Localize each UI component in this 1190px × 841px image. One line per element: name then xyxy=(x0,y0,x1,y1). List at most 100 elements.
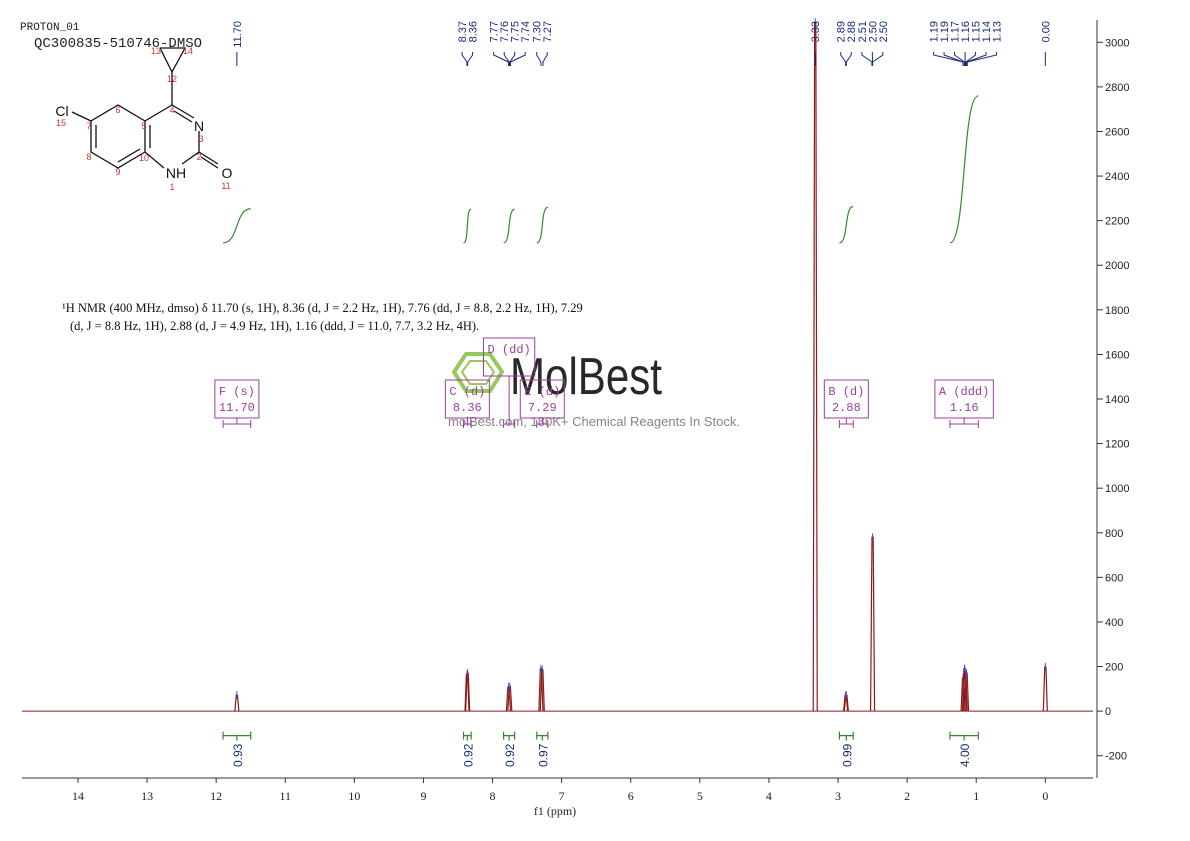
peak-label-connector xyxy=(542,52,548,66)
integral-label: 0.99 xyxy=(840,743,854,767)
y-tick-label: 1200 xyxy=(1105,439,1129,451)
integral-range xyxy=(838,731,854,741)
x-tick-label: 13 xyxy=(141,789,153,803)
y-tick-label: 0 xyxy=(1105,706,1111,718)
peak-label: 1.19 xyxy=(939,21,951,42)
peak-label: 2.50 xyxy=(878,21,890,42)
atom-label: N xyxy=(194,118,204,134)
y-tick-label: 2000 xyxy=(1105,260,1129,272)
peak-label-connector xyxy=(461,52,468,66)
logo-hexagon xyxy=(460,360,496,385)
y-tick-label: 2800 xyxy=(1105,82,1129,94)
multiplet-box: C (d) 8.36 xyxy=(444,379,490,428)
bond xyxy=(71,111,92,122)
peak-label-connector xyxy=(933,52,964,66)
x-axis-title: f1 (ppm) xyxy=(534,804,576,818)
sample-name: QC300835-510746-DMSO xyxy=(34,36,202,52)
multiplet-range xyxy=(222,420,252,428)
atom-number: 11 xyxy=(221,181,230,191)
multiplet-box: B (d) 2.88 xyxy=(823,379,869,428)
multiplet-name: E (d) xyxy=(524,385,560,399)
multiplet-shift: 1.16 xyxy=(950,401,979,415)
multiplet-name: D (dd) xyxy=(488,343,531,357)
peak-label: 8.36 xyxy=(468,21,480,42)
peak-label: 3.33 xyxy=(810,21,822,42)
integral-label: 4.00 xyxy=(958,743,972,767)
integral-range xyxy=(462,731,472,741)
peak-label: 1.15 xyxy=(971,21,983,42)
peak-label-connector xyxy=(861,52,873,66)
peak xyxy=(812,21,818,712)
x-tick-label: 5 xyxy=(697,789,703,803)
integral-curve xyxy=(503,208,515,244)
bond xyxy=(144,104,173,169)
peak-label-connector xyxy=(493,52,509,66)
multiplet-name: C (d) xyxy=(449,385,485,399)
integral-label: 0.93 xyxy=(231,743,245,767)
y-tick-label: 400 xyxy=(1105,617,1123,629)
multiplet-shift: 2.88 xyxy=(832,401,861,415)
atom-number: 15 xyxy=(56,118,66,128)
peak-label: 7.75 xyxy=(510,21,522,42)
peak-label-connector xyxy=(503,52,510,66)
peak-label-connector xyxy=(965,52,977,66)
bond xyxy=(200,156,219,169)
x-tick-label: 11 xyxy=(279,789,291,803)
x-tick-label: 14 xyxy=(72,789,84,803)
x-tick-label: 1 xyxy=(973,789,979,803)
bond xyxy=(171,104,195,119)
peak-label: 1.17 xyxy=(950,21,962,42)
integral-curve xyxy=(462,208,472,244)
y-tick-label: 3000 xyxy=(1105,37,1129,49)
bond xyxy=(90,104,146,169)
x-tick-label: 7 xyxy=(559,789,565,803)
multiplet-shift: 7.29 xyxy=(528,401,557,415)
watermark-tagline: molBest.com, 180K+ Chemical Reagents In … xyxy=(448,414,740,429)
y-tick-label: 1000 xyxy=(1105,483,1129,495)
integral-curve xyxy=(949,95,979,244)
peak-label-connector xyxy=(536,52,542,66)
integral-curve xyxy=(222,208,251,244)
x-tick-label: 9 xyxy=(420,789,426,803)
atom-number: 14 xyxy=(183,46,193,56)
watermark: MolBest molBest.com, 180K+ Chemical Reag… xyxy=(448,348,740,429)
y-tick-label: -200 xyxy=(1105,751,1127,763)
y-tick-label: 200 xyxy=(1105,662,1123,674)
peak-label: 2.88 xyxy=(846,21,858,42)
peak-label-connector xyxy=(954,52,965,66)
peak-label: 8.37 xyxy=(457,21,469,42)
bond xyxy=(117,148,141,163)
peak-label: 2.51 xyxy=(857,21,869,42)
atom-label: Cl xyxy=(55,103,68,119)
multiplet-range xyxy=(503,420,516,428)
multiplet-range xyxy=(949,420,979,428)
nmr-description: ¹H NMR (400 MHz, dmso) δ 11.70 (s, 1H), … xyxy=(62,301,583,315)
peak-label: 7.27 xyxy=(542,21,554,42)
atom-label: O xyxy=(222,165,233,181)
multiplet-shift: 11.70 xyxy=(219,401,255,415)
y-tick-label: 1600 xyxy=(1105,349,1129,361)
peak-label-connector xyxy=(840,52,847,66)
atom-number: 12 xyxy=(167,74,177,84)
multiplet-box: F (s) 11.70 xyxy=(214,379,260,428)
multiplet-box: A (ddd) 1.16 xyxy=(934,379,994,428)
atom-number: 7 xyxy=(86,121,91,131)
bond xyxy=(159,47,187,74)
peak-label: 1.13 xyxy=(992,21,1004,42)
peak xyxy=(869,536,876,712)
integral-label: 0.92 xyxy=(461,743,475,767)
peak-label: 1.16 xyxy=(960,21,972,42)
atom-number: 5 xyxy=(141,121,146,131)
multiplet-name: B (d) xyxy=(828,385,864,399)
x-tick-label: 12 xyxy=(210,789,222,803)
x-tick-label: 10 xyxy=(348,789,360,803)
atom-number: 10 xyxy=(139,153,149,163)
bond xyxy=(198,151,219,165)
atom-number: 9 xyxy=(115,167,120,177)
atom-number: 3 xyxy=(198,134,203,144)
nmr-description: (d, J = 8.8 Hz, 1H), 2.88 (d, J = 4.9 Hz… xyxy=(70,319,479,333)
peak xyxy=(1042,666,1048,712)
peak-label: 2.89 xyxy=(836,21,848,42)
